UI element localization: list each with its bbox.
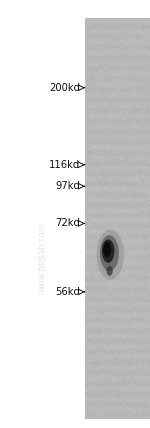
Ellipse shape xyxy=(106,266,113,276)
Text: 116kd: 116kd xyxy=(49,160,80,170)
Ellipse shape xyxy=(103,242,111,257)
Ellipse shape xyxy=(100,235,119,271)
Ellipse shape xyxy=(97,229,124,280)
Text: 200kd: 200kd xyxy=(49,83,80,93)
Text: 97kd: 97kd xyxy=(55,181,80,191)
Ellipse shape xyxy=(102,239,114,263)
Text: 56kd: 56kd xyxy=(55,287,80,297)
Text: www.ptglab.com: www.ptglab.com xyxy=(38,222,46,292)
Text: 72kd: 72kd xyxy=(55,218,80,229)
